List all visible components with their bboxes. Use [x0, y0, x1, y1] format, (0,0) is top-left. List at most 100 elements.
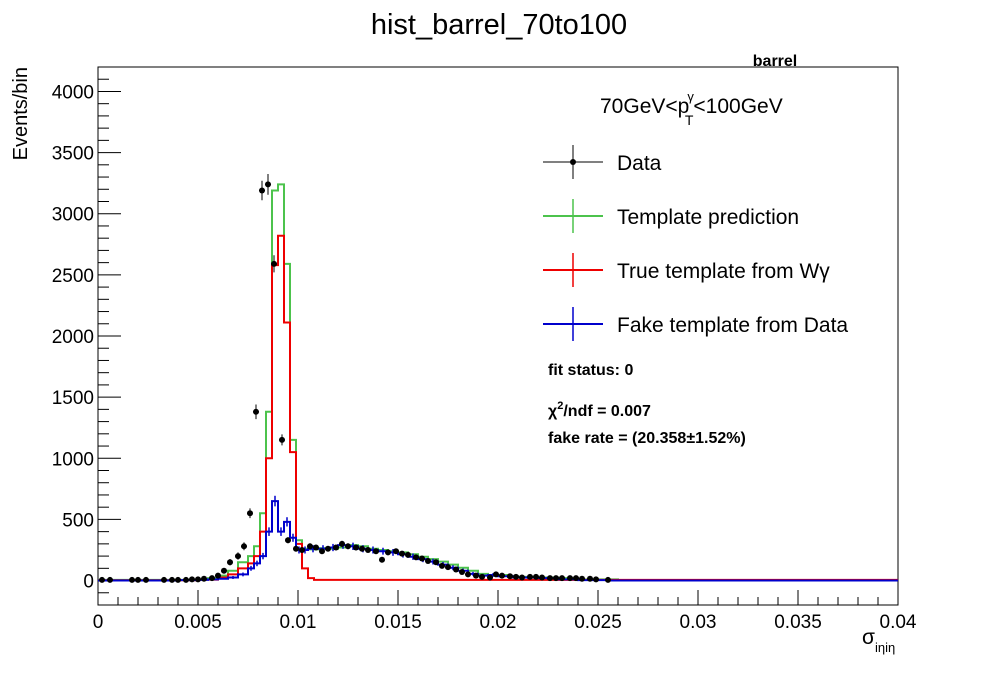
data-point: [453, 566, 459, 573]
data-point: [605, 576, 611, 583]
series-true-line: [98, 234, 898, 582]
data-point: [241, 543, 247, 550]
data-point: [459, 568, 465, 575]
data-point: [547, 575, 553, 582]
series-template-line: [98, 183, 898, 582]
x-axis: 0 0.005 0.01 0.015 0.02 0.025 0.03 0.035 0.04: [93, 590, 917, 633]
data-point: [393, 548, 399, 555]
legend: Data Template prediction True template fro…: [543, 145, 848, 341]
data-point: [527, 573, 533, 580]
data-point: [579, 575, 585, 582]
data-point: [319, 548, 325, 555]
data-point: [253, 408, 259, 415]
data-point: [313, 544, 319, 551]
kinematic-label-pre: 70GeV<p: [600, 95, 689, 118]
y-axis: 0 500 1000 1500 2000 2500 3000 3500 4000: [52, 66, 121, 606]
data-point: [445, 564, 451, 571]
x-tick-label: 0.005: [174, 612, 222, 633]
kinematic-label-sub: T: [685, 112, 694, 128]
legend-fake-label: Fake template from Data: [617, 314, 848, 337]
data-point: [293, 545, 299, 552]
series-layer: [98, 173, 898, 583]
legend-true-label: True template from Wγ: [617, 260, 830, 283]
data-point: [325, 545, 331, 552]
data-point: [573, 575, 579, 582]
legend-template-label: Template prediction: [617, 206, 799, 229]
data-point: [307, 543, 313, 550]
data-point: [143, 576, 149, 583]
data-point: [385, 549, 391, 556]
data-point: [413, 554, 419, 561]
data-point: [161, 576, 167, 583]
data-point: [333, 544, 339, 551]
data-point: [465, 571, 471, 578]
chi2-value: /ndf = 0.007: [563, 403, 651, 420]
data-point: [405, 551, 411, 558]
chart-title: hist_barrel_70to100: [371, 9, 627, 41]
data-point: [539, 574, 545, 581]
data-point: [195, 576, 201, 583]
chi2-symbol: χ: [548, 403, 558, 420]
data-point: [271, 260, 277, 267]
data-point: [499, 572, 505, 579]
data-point: [559, 575, 565, 582]
y-tick-label: 4000: [52, 82, 94, 103]
chi2-label: χ2/ndf = 0.007: [548, 400, 651, 420]
data-point: [365, 546, 371, 553]
x-axis-label-sub: iηiη: [875, 640, 895, 655]
data-point: [533, 573, 539, 580]
data-point: [99, 576, 105, 583]
fit-status-label: fit status: 0: [548, 362, 633, 379]
data-point: [339, 540, 345, 547]
data-point: [107, 576, 113, 583]
x-tick-label: 0: [93, 612, 104, 633]
data-point: [567, 575, 573, 582]
data-point: [259, 187, 265, 194]
y-tick-label: 3000: [52, 205, 94, 226]
data-point: [493, 571, 499, 578]
data-point: [189, 576, 195, 583]
data-point: [419, 555, 425, 562]
kinematic-label-post: <100GeV: [693, 95, 782, 118]
y-tick-label: 0: [83, 572, 94, 593]
x-tick-label: 0.025: [574, 612, 622, 633]
x-tick-label: 0.03: [680, 612, 717, 633]
data-point: [553, 575, 559, 582]
data-point: [169, 576, 175, 583]
data-point: [587, 575, 593, 582]
data-point: [353, 544, 359, 551]
y-tick-label: 2500: [52, 266, 94, 287]
x-tick-label: 0.02: [480, 612, 517, 633]
data-point: [379, 556, 385, 563]
data-point: [135, 576, 141, 583]
y-tick-label: 3500: [52, 144, 94, 165]
data-point: [425, 557, 431, 564]
kinematic-label-sup: γ: [687, 89, 694, 104]
y-tick-label: 1000: [52, 449, 94, 470]
data-point: [345, 543, 351, 550]
data-point: [433, 559, 439, 566]
data-point: [265, 181, 271, 188]
data-point: [359, 545, 365, 552]
data-point: [373, 548, 379, 555]
data-point: [479, 573, 485, 580]
data-point: [129, 576, 135, 583]
x-tick-label: 0.01: [280, 612, 317, 633]
data-point: [215, 572, 221, 579]
y-tick-label: 2000: [52, 327, 94, 348]
data-point: [247, 510, 253, 517]
x-axis-label: σiηiη: [862, 626, 895, 655]
corner-label: barrel: [753, 53, 797, 70]
legend-data-marker: [570, 159, 576, 165]
series-fake-line: [98, 500, 898, 582]
data-point: [487, 574, 493, 581]
x-axis-label-base: σ: [862, 626, 875, 649]
data-point: [175, 576, 181, 583]
y-tick-label: 1500: [52, 388, 94, 409]
data-point: [183, 576, 189, 583]
chi2-exponent: 2: [557, 400, 563, 412]
data-point: [299, 546, 305, 553]
data-point: [399, 550, 405, 557]
